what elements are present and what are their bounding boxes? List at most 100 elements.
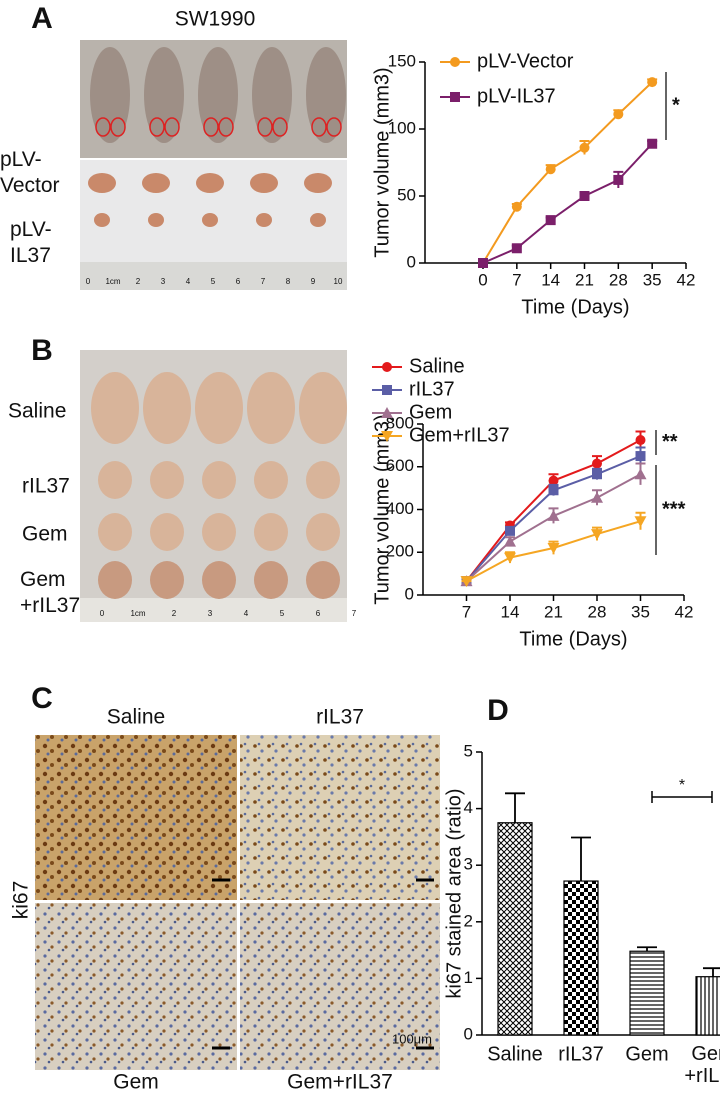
- tumor: [202, 461, 236, 499]
- ruler-label: 10: [334, 277, 343, 286]
- tumor: [254, 461, 288, 499]
- y-tick-label: 4: [464, 798, 473, 817]
- marker: [647, 138, 658, 149]
- tumor: [202, 213, 218, 227]
- marker: [547, 509, 560, 521]
- marker: [460, 576, 473, 588]
- x-tick-label: 7: [462, 602, 471, 621]
- panel-label: D: [487, 694, 509, 727]
- y-tick-label: 800: [386, 413, 414, 432]
- marker: [504, 535, 516, 547]
- marker: [511, 201, 522, 212]
- tumor-outline: [272, 117, 288, 137]
- row-label: pLV-IL37: [10, 218, 52, 267]
- ruler-label: 0: [100, 609, 105, 618]
- tumor: [150, 461, 184, 499]
- x-tick-label: Gem: [625, 1043, 668, 1065]
- tumor: [148, 213, 164, 227]
- row-label: Saline: [8, 400, 66, 423]
- x-axis-label: Time (Days): [521, 296, 629, 318]
- marker: [579, 142, 590, 153]
- tumor-outline: [311, 117, 327, 137]
- tumor: [195, 372, 243, 444]
- photo-c: [35, 735, 440, 1070]
- y-tick-label: 0: [407, 252, 416, 271]
- tumor: [91, 372, 139, 444]
- tumor: [202, 561, 236, 599]
- y-tick-label: 1: [464, 968, 473, 987]
- legend-marker: [450, 57, 460, 67]
- tumor: [306, 461, 340, 499]
- tumor: [94, 213, 110, 227]
- tumor: [306, 513, 340, 551]
- x-tick-label: Gem+rIL37: [684, 1043, 720, 1087]
- x-tick-label: 35: [643, 270, 662, 289]
- tumor: [142, 173, 170, 193]
- tumor: [310, 213, 326, 227]
- marker: [591, 491, 603, 503]
- legend-label: Gem: [409, 401, 452, 423]
- x-tick-label: 42: [675, 602, 694, 621]
- bar: [497, 822, 533, 1036]
- y-tick-label: 0: [405, 584, 414, 603]
- ruler-label: 2: [172, 609, 177, 618]
- marker: [478, 258, 488, 268]
- tumor: [247, 372, 295, 444]
- x-tick-label: Saline: [487, 1043, 543, 1065]
- marker: [634, 468, 647, 480]
- marker: [635, 435, 646, 446]
- tumor: [202, 513, 236, 551]
- ruler-label: 6: [236, 277, 241, 286]
- ruler-label: 0: [86, 277, 91, 286]
- marker: [579, 191, 590, 201]
- annotation: **: [662, 431, 678, 453]
- annotation: *: [679, 777, 685, 794]
- ruler-label: 4: [244, 609, 249, 618]
- error-bar: [571, 836, 591, 882]
- x-tick-label: 28: [588, 602, 607, 621]
- marker: [511, 243, 522, 254]
- y-tick-label: 100: [388, 118, 416, 137]
- legend-marker: [381, 431, 393, 442]
- marker: [635, 451, 646, 462]
- marker: [591, 529, 603, 541]
- series-line: [482, 143, 653, 264]
- tumor-outline: [95, 117, 111, 137]
- x-tick-label: 0: [478, 270, 487, 289]
- marker: [547, 542, 560, 554]
- significance-bracket: [651, 791, 713, 803]
- x-tick-label: 14: [501, 602, 520, 621]
- tumor: [304, 173, 332, 193]
- ruler-label: 3: [161, 277, 166, 286]
- image-label: rIL37: [316, 706, 364, 729]
- tumor: [150, 561, 184, 599]
- x-tick-label: 7: [512, 270, 521, 289]
- marker: [548, 485, 559, 496]
- legend-marker: [382, 362, 392, 372]
- ruler-label: 5: [280, 609, 285, 618]
- tumor: [254, 513, 288, 551]
- error-bar: [505, 792, 525, 823]
- ruler-label: 5: [211, 277, 216, 286]
- panel-label: B: [31, 334, 53, 367]
- tumor-outline: [164, 117, 180, 137]
- ruler-label: 4: [186, 277, 191, 286]
- tumor-outline: [203, 117, 219, 137]
- marker: [634, 516, 647, 528]
- tumor: [98, 513, 132, 551]
- bar: [695, 976, 720, 1036]
- legend-label: pLV-IL37: [477, 85, 556, 107]
- ruler-label: 3: [208, 609, 213, 618]
- annotation: ***: [662, 498, 686, 520]
- ruler-label: 6: [316, 609, 321, 618]
- x-tick-label: 28: [609, 270, 628, 289]
- ruler-label: 9: [311, 277, 316, 286]
- legend-label: rIL37: [409, 378, 455, 400]
- marker: [647, 77, 658, 88]
- marker: [613, 109, 624, 120]
- panel-label: A: [31, 2, 53, 35]
- row-label: rIL37: [22, 475, 70, 498]
- ruler-label: 8: [286, 277, 291, 286]
- ruler-label: 2: [136, 277, 141, 286]
